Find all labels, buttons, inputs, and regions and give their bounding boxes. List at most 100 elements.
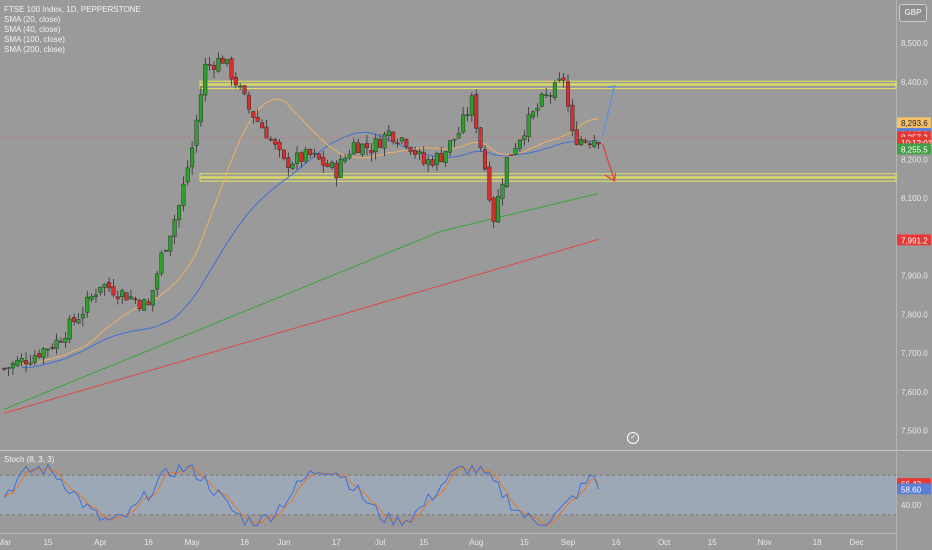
time-tick-label: 17 [332,538,341,547]
stoch-tick-label: 40.00 [901,501,922,510]
candle-body [98,286,103,293]
candle-body [343,157,348,162]
candle-body [137,300,142,309]
candle-body [102,283,107,288]
candle-body [548,95,553,97]
candle-body [439,153,444,162]
candle-body [321,156,326,166]
price-tag-label: 8,293.6 [901,119,928,128]
candle-body [264,126,269,139]
candle-body [246,94,251,110]
candle-body [426,159,431,165]
price-tick-label: 7,600.0 [901,388,928,397]
stoch-title[interactable]: Stoch (8, 3, 3) [4,455,55,464]
zone-support-3 [199,177,897,182]
time-tick-label: May [185,538,200,547]
candle-body [260,122,265,129]
candle-body [24,360,29,365]
candle-body [124,292,129,301]
candle-body [430,159,435,166]
indicator-sma-20[interactable]: SMA (20, close) [4,15,61,24]
indicator-sma-100[interactable]: SMA (100, close) [4,35,65,44]
candle-body [364,143,369,149]
time-tick-label: 16 [240,538,249,547]
candle-body [434,152,439,165]
time-tick-label: Sep [561,538,576,547]
candle-body [491,197,496,222]
time-tick-label: 15 [43,538,52,547]
candle-body [32,355,37,363]
price-tag-bg [897,143,931,155]
candle-body [190,147,195,168]
candle-body [54,339,59,349]
candle-body [120,290,125,298]
candle-body [185,167,190,183]
sma-200-line [4,238,599,414]
price-tick-label: 7,700.0 [901,349,928,358]
candle-body [6,367,11,369]
stoch-band [0,475,896,515]
candle-body [63,338,68,343]
price-tick-label: 8,400.0 [901,78,928,87]
candle-body [277,141,282,150]
candle-body [308,149,313,155]
time-tick-label: Oct [658,538,671,547]
candle-body [177,205,182,221]
indicator-sma-200[interactable]: SMA (200, close) [4,45,65,54]
candle-body [181,183,186,206]
candle-body [386,130,391,137]
stoch-d-line [3,467,599,526]
time-tick-label: 15 [520,538,529,547]
time-tick-label: Jun [277,538,290,547]
bearish-arrow [602,143,617,182]
candle-body [417,151,422,155]
candle-body [566,81,571,107]
instrument-title[interactable]: FTSE 100 Index, 1D, PEPPERSTONE [4,5,141,14]
time-tick-label: 15 [419,538,428,547]
candle-body [168,235,173,252]
candle-body [360,143,365,155]
candle-body [281,149,286,159]
zone-support-2 [199,173,897,178]
candle-body [67,318,72,340]
candle-body [59,341,64,343]
candle-body [15,360,20,366]
candle-body [474,94,479,129]
candle-body [2,368,7,370]
stoch-tag-bg [897,483,931,495]
candle-body [198,94,203,123]
candle-body [316,153,321,160]
candle-body [10,363,15,369]
price-tick-label: 8,500.0 [901,39,928,48]
candle-body [443,151,448,163]
candle-body [557,78,562,81]
candle-body [207,64,212,66]
candle-body [286,157,291,168]
tradingview-logo-icon[interactable]: ✓ [627,432,639,444]
candle-body [150,290,155,306]
candle-body [325,163,330,167]
candle-body [111,286,116,296]
candle-body [526,114,531,137]
candle-body [194,119,199,146]
candle-body [163,250,168,252]
candle-body [229,58,234,80]
currency-button[interactable]: GBP [899,4,927,22]
time-tick-label: Dec [849,538,863,547]
indicator-sma-40[interactable]: SMA (40, close) [4,25,61,34]
candle-body [539,93,544,107]
candle-body [299,152,304,162]
candle-body [115,296,120,299]
candle-body [378,139,383,148]
candle-body [45,348,50,351]
candle-body [76,319,81,324]
price-tag-bg [897,234,931,246]
candle-body [203,63,208,96]
candle-body [220,57,225,64]
candle-body [211,64,216,70]
candle-body [404,139,409,147]
candle-body [28,362,33,365]
zone-resistance-0 [199,80,897,85]
